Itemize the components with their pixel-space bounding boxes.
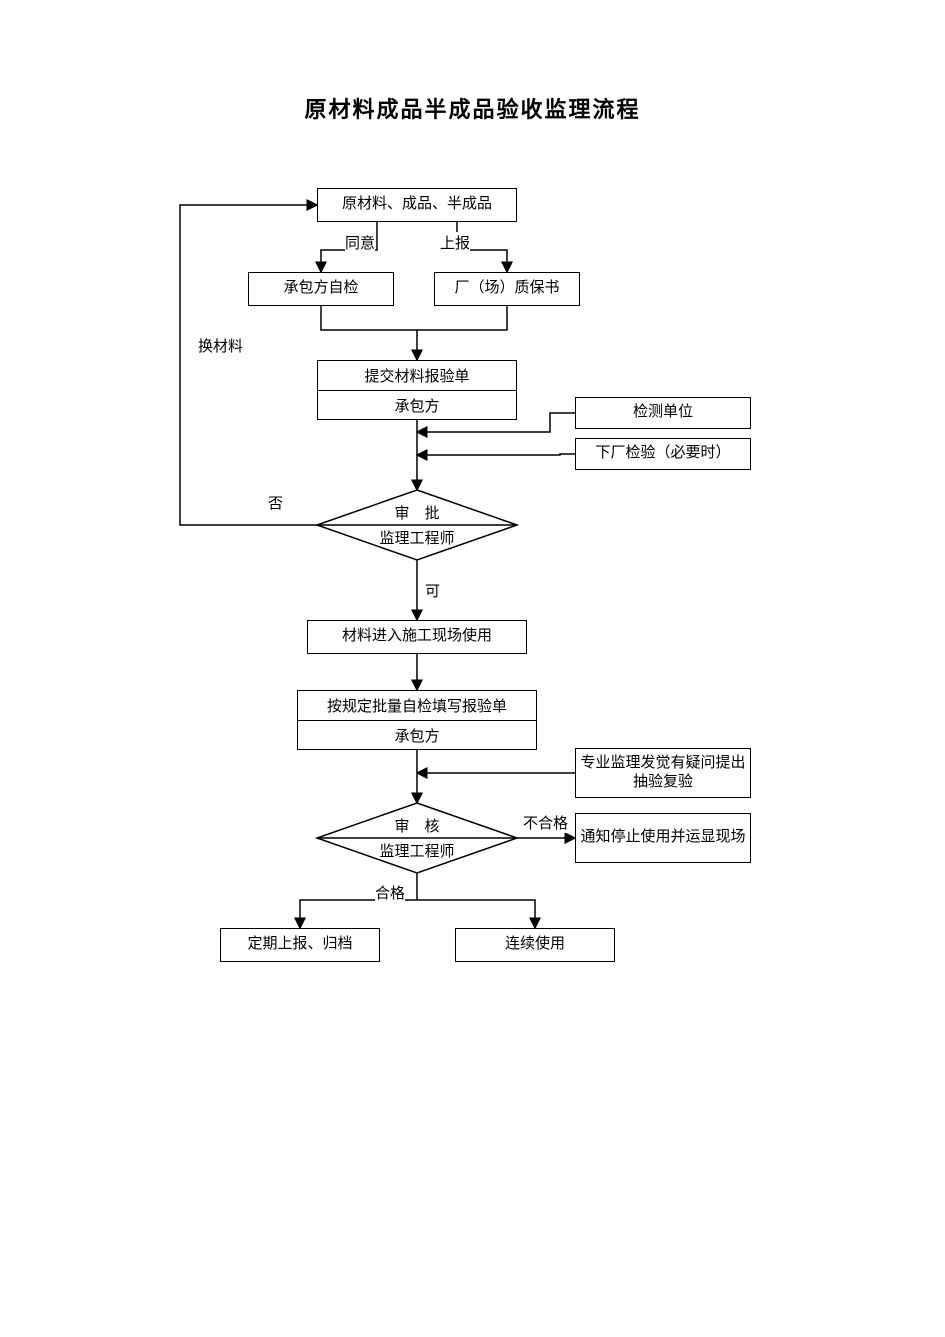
node-d2 [317,803,517,873]
node-n3: 厂（场）质保书 [434,272,580,306]
page-title: 原材料成品半成品验收监理流程 [0,92,945,124]
node-n1: 原材料、成品、半成品 [317,188,517,222]
node-n7: 材料进入施工现场使用 [307,620,527,654]
label-l6: 不合格 [523,812,568,833]
node-n6: 下厂检验（必要时） [575,438,751,470]
label-l1: 同意 [345,232,375,253]
node-d1 [317,490,517,560]
edge [417,454,575,455]
edge [417,306,507,330]
node-n2: 承包方自检 [248,272,394,306]
node-n11: 定期上报、归档 [220,928,380,962]
label-l4: 否 [268,492,283,513]
node-n10: 通知停止使用并运显现场 [575,813,751,863]
node-n5: 检测单位 [575,397,751,429]
node-n12: 连续使用 [455,928,615,962]
node-n4: 提交材料报验单承包方 [317,360,517,420]
label-l7: 合格 [375,882,405,903]
label-l2: 上报 [440,232,470,253]
node-n8: 按规定批量自检填写报验单承包方 [297,690,537,750]
label-l5: 可 [425,580,440,601]
edge [321,306,417,360]
edge [417,900,535,928]
node-n9: 专业监理发觉有疑问提出抽验复验 [575,748,751,798]
edge [180,205,317,525]
label-l3: 换材料 [198,335,243,356]
